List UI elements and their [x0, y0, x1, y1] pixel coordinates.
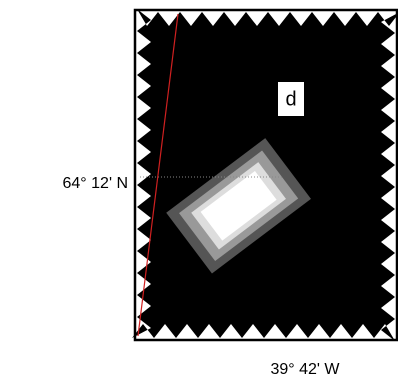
panel-label: d — [285, 88, 296, 110]
longitude-label: 39° 42' W — [270, 361, 340, 378]
latitude-label: 64° 12' N — [63, 175, 129, 192]
map: d 64° 12' N 39° 42' W — [0, 0, 398, 384]
page: d 64° 12' N 39° 42' W (() => { const dat… — [0, 0, 398, 384]
